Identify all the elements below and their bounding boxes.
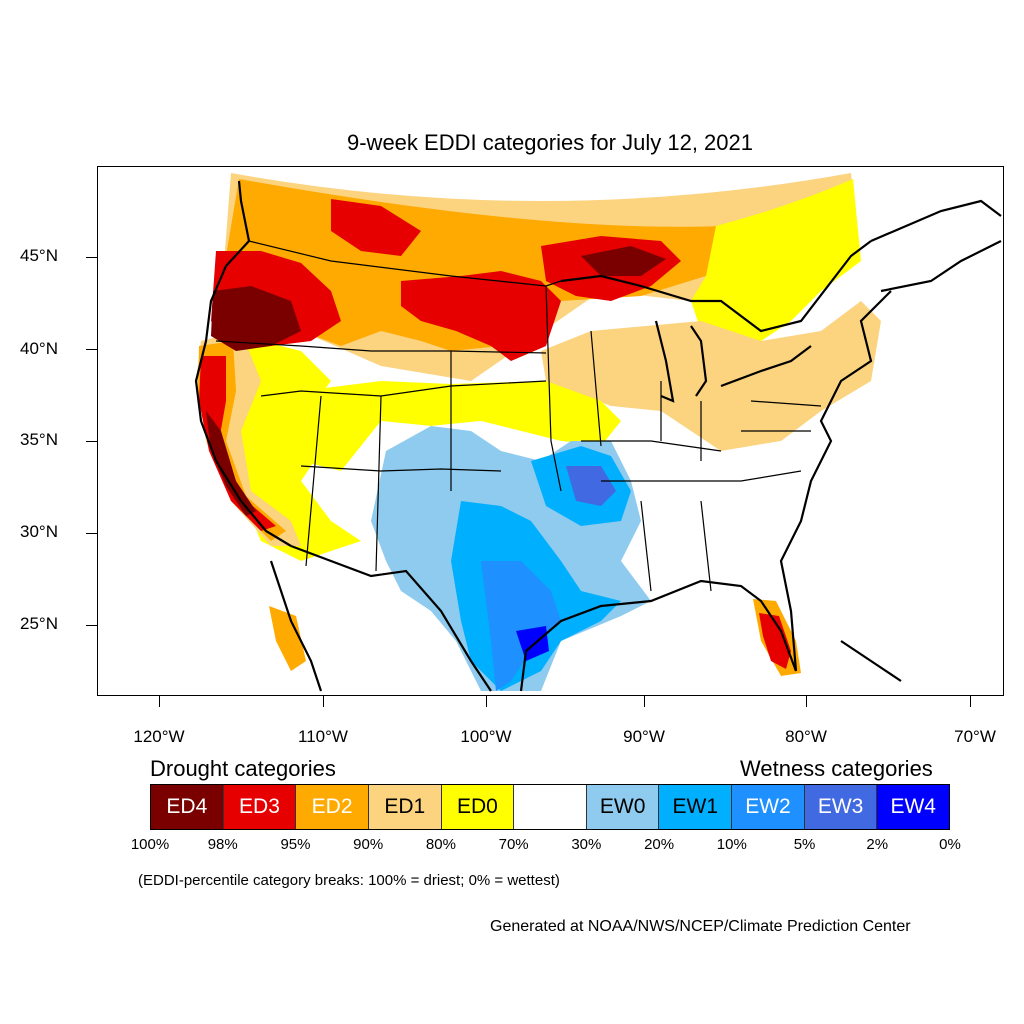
credit-line: Generated at NOAA/NWS/NCEP/Climate Predi… (490, 918, 911, 935)
ed3-california-region (199, 356, 276, 531)
percentile-break-label: 80% (425, 836, 456, 853)
lat-tick (86, 257, 97, 258)
percentile-break-label: 70% (498, 836, 529, 853)
lat-label-25: 25°N (20, 614, 58, 633)
eddi-map (97, 166, 1004, 696)
percentile-break-label: 95% (280, 836, 311, 853)
ew4-houston (516, 626, 549, 661)
legend-swatch-neutral (514, 785, 587, 829)
wetness-categories-heading: Wetness categories (740, 756, 933, 781)
ed4-minnesota-region (581, 246, 666, 276)
ed3-montana-region (331, 199, 421, 256)
legend-swatch-ed0: ED0 (441, 785, 515, 829)
legend-swatch-ew0: EW0 (586, 785, 660, 829)
lon-tick (970, 696, 971, 707)
lat-label-30: 30°N (20, 522, 58, 541)
lon-label-100: 100°W (460, 727, 512, 746)
lon-tick (644, 696, 645, 707)
ed3-plains-region (401, 271, 561, 361)
lat-tick (86, 349, 97, 350)
ew3-region (566, 466, 616, 506)
drought-categories-heading: Drought categories (150, 756, 336, 781)
percentile-break-label: 30% (571, 836, 602, 853)
lat-tick (86, 441, 97, 442)
percentile-break-label: 2% (866, 836, 889, 853)
lat-tick (86, 625, 97, 626)
percentile-break-label: 90% (353, 836, 384, 853)
map-title: 9-week EDDI categories for July 12, 2021 (347, 130, 753, 155)
percentile-break-label: 20% (644, 836, 675, 853)
category-note: (EDDI-percentile category breaks: 100% =… (138, 872, 560, 889)
lat-label-45: 45°N (20, 246, 58, 265)
legend-swatch-ed2: ED2 (296, 785, 369, 829)
legend-swatch-ew1: EW1 (659, 785, 733, 829)
ed0-central-band (261, 381, 621, 471)
legend-swatch-ed4: ED4 (151, 785, 224, 829)
legend-swatch-ed3: ED3 (223, 785, 297, 829)
category-legend: ED4 ED3 ED2 ED1 ED0 EW0 EW1 EW2 EW3 EW4 (150, 784, 950, 830)
lat-label-40: 40°N (20, 339, 58, 358)
percentile-break-label: 0% (939, 836, 961, 853)
lon-label-90: 90°W (623, 727, 665, 746)
us-map-svg (194, 173, 1002, 692)
lon-tick (486, 696, 487, 707)
percentile-break-label: 100% (130, 836, 170, 853)
lat-tick (86, 533, 97, 534)
lon-label-70: 70°W (954, 727, 996, 746)
lon-tick (806, 696, 807, 707)
coastline-national-border (194, 180, 1002, 692)
ed3-florida-region (759, 613, 791, 669)
lon-tick (323, 696, 324, 707)
ed4-california-region (206, 411, 256, 516)
legend-swatch-ew3: EW3 (804, 785, 878, 829)
lon-label-120: 120°W (133, 727, 185, 746)
ed4-northwest-region (211, 286, 301, 351)
ed1-midwest-region (541, 301, 881, 451)
percentile-break-label: 5% (793, 836, 816, 853)
legend-swatch-ed1: ED1 (368, 785, 442, 829)
percentile-break-label: 10% (716, 836, 747, 853)
lon-label-80: 80°W (785, 727, 827, 746)
ed0-northeast-region (691, 179, 861, 341)
lon-label-110: 110°W (298, 727, 348, 746)
percentile-break-label: 98% (207, 836, 238, 853)
lat-label-35: 35°N (20, 430, 58, 449)
lon-tick (159, 696, 160, 707)
legend-swatch-ew2: EW2 (732, 785, 805, 829)
legend-swatch-ew4: EW4 (877, 785, 950, 829)
ew2-region (481, 561, 561, 691)
state-borders (215, 240, 822, 592)
ed2-baja-region (269, 606, 306, 671)
